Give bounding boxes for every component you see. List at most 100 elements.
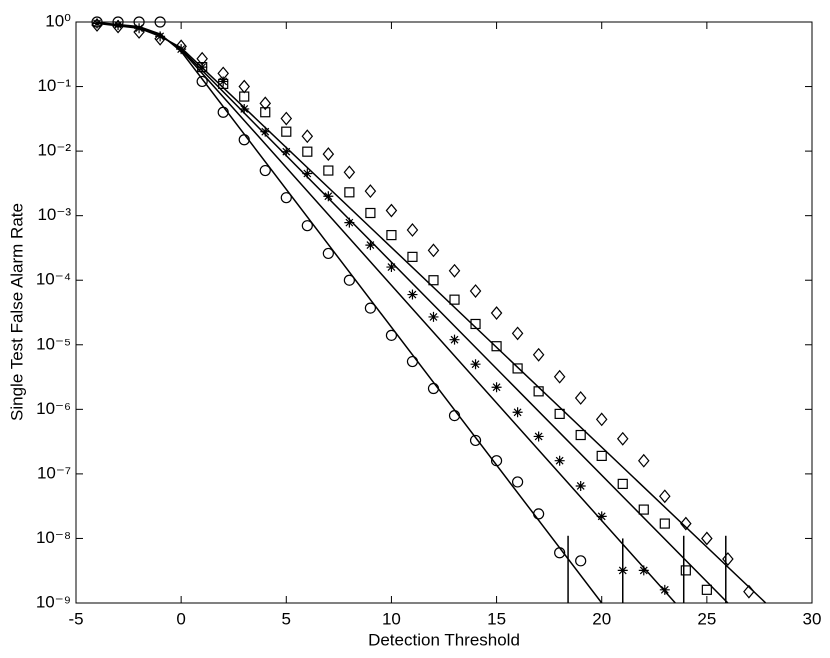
marker — [385, 203, 398, 218]
marker — [197, 62, 208, 73]
marker — [280, 192, 292, 204]
x-tick-label: 15 — [487, 609, 506, 628]
marker — [553, 369, 566, 384]
marker — [449, 294, 460, 305]
x-tick-label: -5 — [68, 609, 83, 628]
marker — [680, 565, 691, 576]
marker — [491, 341, 502, 352]
marker — [301, 129, 314, 144]
marker — [533, 431, 544, 442]
marker — [637, 453, 650, 468]
marker — [301, 220, 313, 232]
marker — [407, 251, 418, 262]
marker — [595, 412, 608, 427]
marker — [281, 146, 292, 157]
marker — [322, 147, 335, 162]
marker — [554, 547, 566, 559]
x-tick-label: 25 — [697, 609, 716, 628]
fit-line — [96, 22, 767, 603]
marker — [616, 431, 629, 446]
y-tick-label: 10⁻⁴ — [36, 270, 71, 289]
marker — [617, 478, 628, 489]
marker — [365, 240, 376, 251]
marker — [512, 363, 523, 374]
marker — [511, 326, 524, 341]
y-tick-label: 10⁰ — [45, 11, 71, 30]
y-tick-label: 10⁻³ — [37, 205, 71, 224]
marker — [659, 489, 671, 504]
y-axis-label: Single Test False Alarm Rate — [7, 203, 26, 421]
marker — [322, 247, 334, 260]
marker — [491, 382, 502, 393]
marker — [260, 126, 271, 137]
marker — [217, 66, 229, 81]
y-tick-label: 10⁻⁷ — [37, 463, 71, 482]
marker — [281, 126, 292, 137]
marker — [407, 289, 418, 300]
marker — [154, 31, 166, 46]
marker — [196, 51, 208, 66]
marker — [133, 25, 145, 39]
marker — [428, 275, 439, 286]
marker — [175, 39, 187, 54]
marker — [554, 455, 565, 466]
marker — [259, 96, 272, 111]
marker — [574, 391, 587, 405]
marker — [385, 329, 398, 341]
marker — [365, 207, 376, 219]
marker — [364, 184, 377, 199]
marker — [280, 111, 293, 126]
marker — [448, 263, 461, 278]
marker — [596, 450, 607, 461]
marker — [512, 407, 523, 418]
marker — [701, 531, 713, 546]
marker — [323, 191, 334, 202]
y-tick-label: 10⁻⁵ — [36, 334, 71, 353]
x-tick-label: 0 — [176, 609, 185, 628]
marker — [638, 565, 649, 576]
marker — [470, 359, 481, 370]
marker — [743, 584, 755, 599]
marker — [575, 555, 587, 567]
x-tick-label: 30 — [803, 609, 822, 628]
x-tick-label: 5 — [282, 609, 291, 628]
marker — [427, 243, 440, 258]
marker — [217, 106, 229, 118]
marker — [680, 516, 692, 531]
marker — [386, 229, 397, 241]
marker — [469, 284, 482, 298]
marker — [302, 146, 313, 157]
marker — [469, 434, 482, 447]
marker — [260, 107, 271, 118]
y-tick-label: 10⁻⁹ — [36, 592, 71, 611]
marker — [722, 552, 734, 566]
marker — [406, 223, 419, 237]
x-tick-label: 10 — [382, 609, 401, 628]
marker — [364, 302, 376, 314]
marker — [91, 18, 103, 32]
marker — [449, 334, 460, 345]
marker — [239, 103, 250, 114]
y-tick-label: 10⁻⁸ — [36, 528, 71, 547]
marker — [323, 165, 334, 176]
marker — [427, 382, 440, 395]
y-tick-label: 10⁻¹ — [37, 76, 71, 95]
marker — [659, 584, 670, 595]
marker — [238, 134, 250, 146]
marker — [490, 306, 503, 320]
marker — [575, 480, 586, 491]
marker — [238, 79, 251, 94]
marker — [701, 584, 712, 595]
marker — [448, 409, 461, 422]
marker — [638, 504, 649, 515]
marker — [218, 76, 229, 87]
marker — [259, 164, 271, 177]
marker — [490, 455, 503, 467]
marker — [343, 274, 355, 286]
x-tick-label: 20 — [592, 609, 611, 628]
marker — [386, 262, 397, 273]
marker — [511, 476, 524, 488]
marker — [112, 19, 124, 34]
fit-line — [96, 22, 603, 603]
